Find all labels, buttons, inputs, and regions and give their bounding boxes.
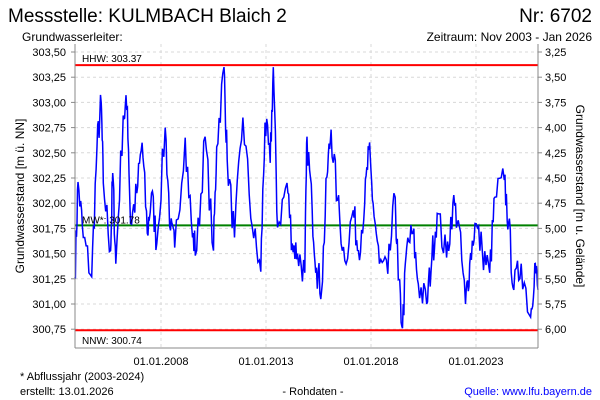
created-date: erstellt: 13.01.2026 [20,386,114,398]
station-title: Messstelle: KULMBACH Blaich 2 [8,6,287,27]
y-tick-label-right: 3,50 [545,72,566,84]
y-axis-label-right: Grundwasserstand [m u. Gelände] [573,105,587,288]
series-line-groundwater [74,66,539,329]
y-axis-label-left: Grundwasserstand [m ü. NN] [13,119,27,274]
y-tick-label-right: 3,25 [545,47,566,59]
y-tick-label-right: 4,25 [545,148,566,160]
y-tick-label: 301,25 [32,274,66,286]
y-tick-label-right: 4,00 [545,123,566,135]
y-tick-label: 303,50 [32,47,66,59]
y-tick-label: 301,75 [32,223,66,235]
x-tick-label: 01.01.2018 [343,356,398,368]
x-tick-label: 01.01.2008 [133,356,188,368]
aquifer-label: Grundwasserleiter: [22,30,123,44]
y-axis-right: 3,25 3,50 3,75 4,00 4,25 4,50 4,75 5,00 5,25 5,50… [538,47,566,336]
y-tick-label: 301,50 [32,249,66,261]
y-tick-label-right: 5,25 [545,249,566,261]
y-tick-label: 303,25 [32,72,66,84]
y-tick-label-right: 3,75 [545,97,566,109]
y-tick-label: 302,00 [32,198,66,210]
x-axis: 01.01.2008 01.01.2013 01.01.2018 01.01.2023 [133,356,503,368]
x-tick-label: 01.01.2013 [238,356,293,368]
y-tick-label: 300,75 [32,324,66,336]
y-tick-label-right: 4,75 [545,198,566,210]
footnote: * Abflussjahr (2003-2024) [20,371,144,383]
y-tick-label: 302,50 [32,148,66,160]
y-tick-label-right: 5,00 [545,223,566,235]
y-tick-label-right: 5,75 [545,299,566,311]
reference-labels: HHW: 303.37 MW*: 301.78 NNW: 300.74 [82,54,142,347]
y-tick-label-right: 5,50 [545,274,566,286]
y-axis-left: 303,50 303,25 303,00 302,75 302,50 302,25 302,… [32,47,75,336]
period-label: Zeitraum: Nov 2003 - Jan 2026 [427,30,593,44]
y-tick-label: 302,75 [32,123,66,135]
station-number: Nr: 6702 [519,6,592,27]
raw-data-label: - Rohdaten - [282,386,343,398]
y-tick-label: 303,00 [32,97,66,109]
source-link[interactable]: Quelle: www.lfu.bayern.de [464,386,592,398]
ref-label-nnw: NNW: 300.74 [82,336,142,347]
y-tick-label: 301,00 [32,299,66,311]
reference-lines [75,64,538,332]
x-tick-label: 01.01.2023 [448,356,503,368]
y-tick-label: 302,25 [32,173,66,185]
y-tick-label-right: 4,50 [545,173,566,185]
y-tick-label-right: 6,00 [545,324,566,336]
ref-label-mw: MW*: 301.78 [82,215,140,226]
ref-label-hhw: HHW: 303.37 [82,54,142,65]
